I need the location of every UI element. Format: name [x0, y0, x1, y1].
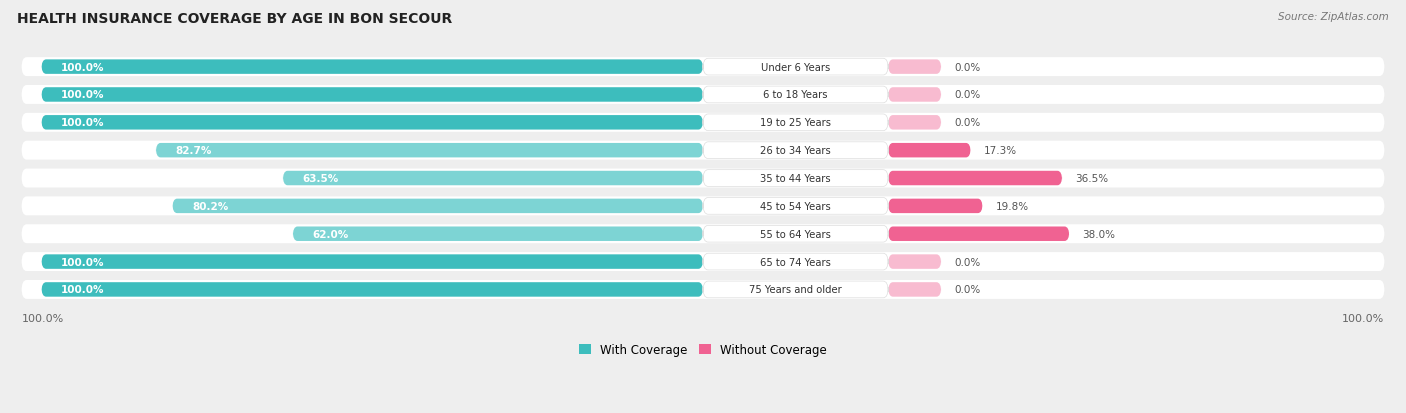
FancyBboxPatch shape	[703, 59, 889, 76]
Text: 0.0%: 0.0%	[955, 118, 980, 128]
Text: 17.3%: 17.3%	[984, 146, 1017, 156]
FancyBboxPatch shape	[41, 88, 703, 102]
Text: 100.0%: 100.0%	[1343, 313, 1385, 323]
Text: 0.0%: 0.0%	[955, 285, 980, 295]
Text: 100.0%: 100.0%	[62, 90, 105, 100]
FancyBboxPatch shape	[703, 254, 889, 270]
Text: 0.0%: 0.0%	[955, 90, 980, 100]
FancyBboxPatch shape	[889, 255, 941, 269]
Text: 19 to 25 Years: 19 to 25 Years	[761, 118, 831, 128]
Text: 63.5%: 63.5%	[302, 173, 339, 184]
FancyBboxPatch shape	[41, 282, 703, 297]
Text: 100.0%: 100.0%	[62, 62, 105, 72]
FancyBboxPatch shape	[21, 114, 1385, 133]
Text: 100.0%: 100.0%	[21, 313, 63, 323]
FancyBboxPatch shape	[292, 227, 703, 241]
Text: 100.0%: 100.0%	[62, 118, 105, 128]
FancyBboxPatch shape	[21, 225, 1385, 244]
FancyBboxPatch shape	[283, 171, 703, 186]
FancyBboxPatch shape	[41, 60, 703, 75]
Text: 55 to 64 Years: 55 to 64 Years	[761, 229, 831, 239]
Text: 62.0%: 62.0%	[312, 229, 349, 239]
FancyBboxPatch shape	[21, 197, 1385, 216]
Text: Source: ZipAtlas.com: Source: ZipAtlas.com	[1278, 12, 1389, 22]
FancyBboxPatch shape	[889, 144, 970, 158]
Text: 65 to 74 Years: 65 to 74 Years	[761, 257, 831, 267]
FancyBboxPatch shape	[889, 227, 1069, 241]
Text: 82.7%: 82.7%	[176, 146, 212, 156]
FancyBboxPatch shape	[889, 171, 1062, 186]
Text: 100.0%: 100.0%	[62, 257, 105, 267]
FancyBboxPatch shape	[21, 58, 1385, 77]
FancyBboxPatch shape	[889, 88, 941, 102]
Text: 45 to 54 Years: 45 to 54 Years	[761, 202, 831, 211]
FancyBboxPatch shape	[21, 252, 1385, 271]
FancyBboxPatch shape	[703, 226, 889, 242]
FancyBboxPatch shape	[703, 142, 889, 159]
Text: 6 to 18 Years: 6 to 18 Years	[763, 90, 828, 100]
FancyBboxPatch shape	[21, 86, 1385, 104]
Text: HEALTH INSURANCE COVERAGE BY AGE IN BON SECOUR: HEALTH INSURANCE COVERAGE BY AGE IN BON …	[17, 12, 453, 26]
Text: 26 to 34 Years: 26 to 34 Years	[761, 146, 831, 156]
FancyBboxPatch shape	[703, 87, 889, 104]
FancyBboxPatch shape	[173, 199, 703, 214]
FancyBboxPatch shape	[889, 60, 941, 75]
FancyBboxPatch shape	[21, 169, 1385, 188]
Text: 0.0%: 0.0%	[955, 62, 980, 72]
Text: 38.0%: 38.0%	[1083, 229, 1115, 239]
FancyBboxPatch shape	[21, 280, 1385, 299]
Text: Under 6 Years: Under 6 Years	[761, 62, 830, 72]
FancyBboxPatch shape	[156, 144, 703, 158]
FancyBboxPatch shape	[703, 115, 889, 131]
FancyBboxPatch shape	[41, 255, 703, 269]
FancyBboxPatch shape	[889, 282, 941, 297]
Text: 0.0%: 0.0%	[955, 257, 980, 267]
Legend: With Coverage, Without Coverage: With Coverage, Without Coverage	[574, 338, 832, 361]
FancyBboxPatch shape	[703, 198, 889, 215]
Text: 80.2%: 80.2%	[193, 202, 229, 211]
FancyBboxPatch shape	[889, 116, 941, 130]
Text: 100.0%: 100.0%	[62, 285, 105, 295]
FancyBboxPatch shape	[703, 170, 889, 187]
Text: 35 to 44 Years: 35 to 44 Years	[761, 173, 831, 184]
Text: 36.5%: 36.5%	[1076, 173, 1108, 184]
FancyBboxPatch shape	[21, 141, 1385, 160]
Text: 19.8%: 19.8%	[995, 202, 1029, 211]
FancyBboxPatch shape	[889, 199, 983, 214]
FancyBboxPatch shape	[703, 281, 889, 298]
FancyBboxPatch shape	[41, 116, 703, 130]
Text: 75 Years and older: 75 Years and older	[749, 285, 842, 295]
